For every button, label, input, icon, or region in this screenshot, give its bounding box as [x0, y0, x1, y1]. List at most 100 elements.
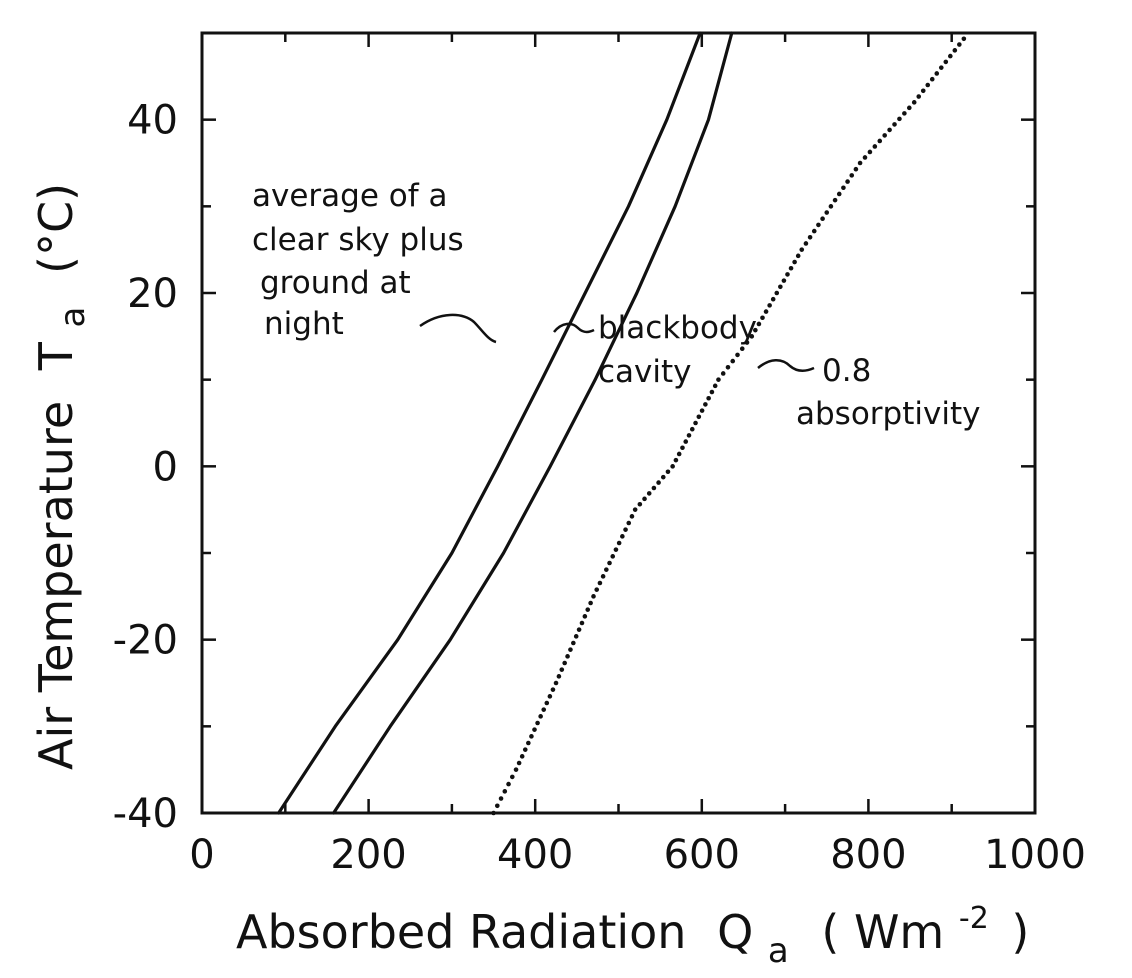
series-2-dot [651, 485, 657, 491]
series-2-dot [795, 253, 801, 259]
series-2-dot [807, 234, 813, 240]
series-2-dot [660, 474, 666, 480]
series-2-dot [716, 377, 721, 382]
series-2-dot [887, 127, 892, 133]
series-2-dot [952, 48, 958, 53]
series-2-dot [712, 383, 718, 389]
annotation-absorptivity-line-2: absorptivity [796, 396, 980, 432]
series-2-dot [816, 222, 821, 228]
series-2-dot [547, 694, 553, 699]
y-tick-labels: -40 -20 0 20 40 [113, 98, 178, 837]
series-2-dots [491, 36, 967, 816]
series-2-dot [509, 774, 515, 780]
series-2-dot [799, 247, 805, 252]
series-layer [277, 31, 967, 816]
series-2-dot [571, 640, 576, 646]
series-2-dot [607, 560, 612, 566]
series-2-dot [686, 433, 692, 438]
series-2-dot [529, 734, 534, 739]
series-2-dot [792, 259, 797, 265]
annotation-absorptivity: 0.8 absorptivity [757, 353, 980, 432]
series-1-line [332, 31, 734, 815]
series-2-dot [744, 340, 750, 345]
annotation-average-line-3: ground at [260, 265, 411, 301]
series-2-dot [516, 760, 522, 766]
x-tick-label-800: 800 [830, 832, 906, 878]
series-2-dot [906, 105, 912, 111]
series-2-dot [703, 402, 708, 407]
series-2-dot [544, 700, 550, 706]
series-2-dot [709, 389, 715, 395]
series-2-dot [948, 53, 953, 59]
series-2-dot [568, 647, 573, 652]
series-2-dot [502, 789, 508, 794]
series-2-dot [573, 634, 579, 639]
series-2-dot [867, 149, 873, 155]
series-2-dot [604, 567, 609, 572]
y-axis-subscript: a [53, 307, 93, 328]
series-2-dot [824, 210, 830, 215]
series-2-dot [778, 284, 783, 290]
series-2-dot [902, 111, 907, 116]
series-2-dot [756, 321, 762, 327]
annotation-average-leader [419, 313, 497, 344]
series-2-dot [588, 600, 593, 606]
series-2-dot [683, 439, 689, 444]
series-2-dot [820, 216, 825, 222]
x-tick-labels: 0 200 400 600 800 1000 [189, 832, 1086, 878]
x-tick-label-400: 400 [497, 832, 573, 878]
series-2-dot [585, 607, 591, 612]
series-2-dot [735, 352, 740, 358]
series-2-dot [616, 540, 622, 546]
tick-marks [200, 31, 1037, 815]
series-2-dot [832, 197, 838, 203]
series-2-dot [522, 747, 528, 752]
y-axis-symbol: T [29, 341, 83, 371]
annotation-blackbody-line-1: blackbody [598, 310, 757, 346]
series-2-dot [892, 122, 897, 127]
series-2-dot [491, 810, 496, 816]
y-tick-label--20: -20 [113, 618, 178, 664]
series-2-dot [556, 674, 562, 679]
series-2-dot [632, 507, 638, 512]
x-tick-label-1000: 1000 [984, 832, 1086, 878]
series-2-dot [670, 464, 675, 469]
series-2-dot [642, 496, 647, 502]
series-2-dot [774, 290, 780, 296]
series-2-dot [872, 144, 878, 149]
series-2-dot [925, 82, 931, 88]
series-2-dot [938, 65, 944, 70]
series-2-dot [613, 547, 619, 552]
annotation-blackbody-line-2: cavity [598, 354, 692, 390]
series-2-dot [828, 204, 834, 209]
series-2-dot [862, 155, 868, 160]
series-2-dot [739, 346, 745, 352]
series-2-dot [720, 371, 726, 376]
x-axis-units-exponent: -2 [959, 901, 989, 936]
series-2-dot [961, 36, 967, 42]
series-2-dot [882, 133, 887, 138]
x-axis-units: ( Wm [821, 905, 944, 959]
series-2-dot [576, 627, 582, 632]
series-2-dot [513, 767, 519, 772]
series-2-dot [562, 660, 567, 666]
series-2-dot [811, 228, 817, 234]
series-2-dot [760, 315, 765, 321]
series-2-dot [559, 667, 565, 672]
series-2-dot [591, 594, 596, 599]
x-axis-units-close: ) [1011, 905, 1029, 959]
series-2-dot [582, 614, 588, 619]
series-2-dot [626, 520, 632, 526]
series-2-dot [725, 364, 731, 370]
y-axis-units: (°C) [29, 183, 83, 274]
series-2-dot [579, 620, 585, 626]
series-2-dot [610, 554, 616, 559]
series-2-dot [857, 160, 863, 166]
x-axis-title-text: Absorbed Radiation [236, 905, 686, 959]
series-2-dot [656, 480, 661, 485]
series-2-dot [680, 445, 685, 451]
series-2-dot [943, 59, 949, 65]
series-2-dot [665, 469, 671, 475]
y-tick-label--40: -40 [113, 791, 178, 837]
series-2-dot [897, 116, 902, 122]
